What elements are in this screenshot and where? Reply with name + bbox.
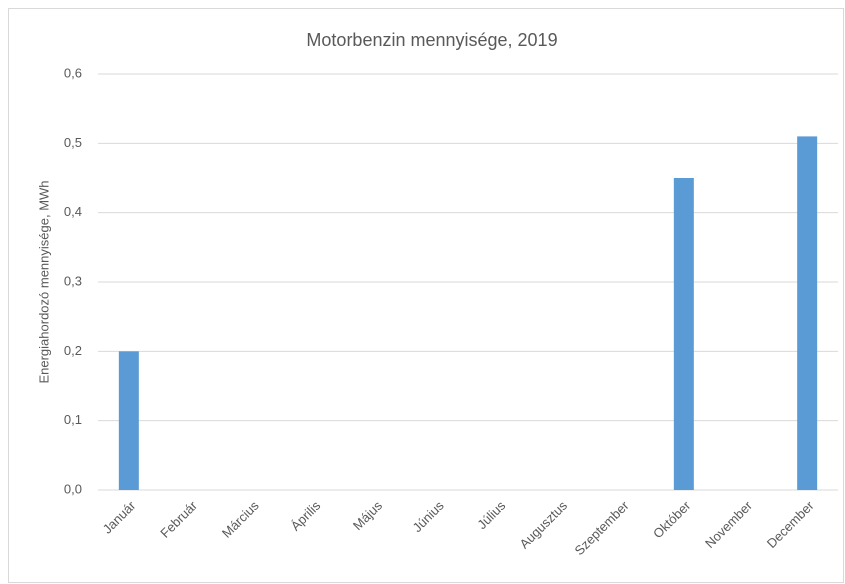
y-tick-label: 0,4 <box>64 204 82 219</box>
bar <box>797 136 818 490</box>
y-tick-label: 0,0 <box>64 481 82 496</box>
y-tick-label: 0,5 <box>64 135 82 150</box>
y-tick-label: 0,2 <box>64 343 82 358</box>
bar <box>118 351 139 490</box>
y-tick-label: 0,6 <box>64 65 82 80</box>
chart-title: Motorbenzin mennyisége, 2019 <box>306 30 557 50</box>
y-tick-label: 0,3 <box>64 273 82 288</box>
y-tick-label: 0,1 <box>64 412 82 427</box>
chart-border <box>8 8 844 583</box>
y-axis-label: Energiahordozó mennyisége, MWh <box>36 180 51 383</box>
bar <box>673 178 694 490</box>
